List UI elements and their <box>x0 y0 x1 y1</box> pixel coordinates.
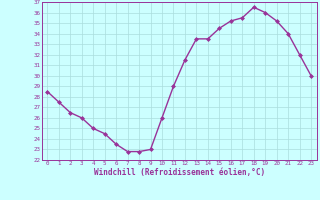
X-axis label: Windchill (Refroidissement éolien,°C): Windchill (Refroidissement éolien,°C) <box>94 168 265 177</box>
